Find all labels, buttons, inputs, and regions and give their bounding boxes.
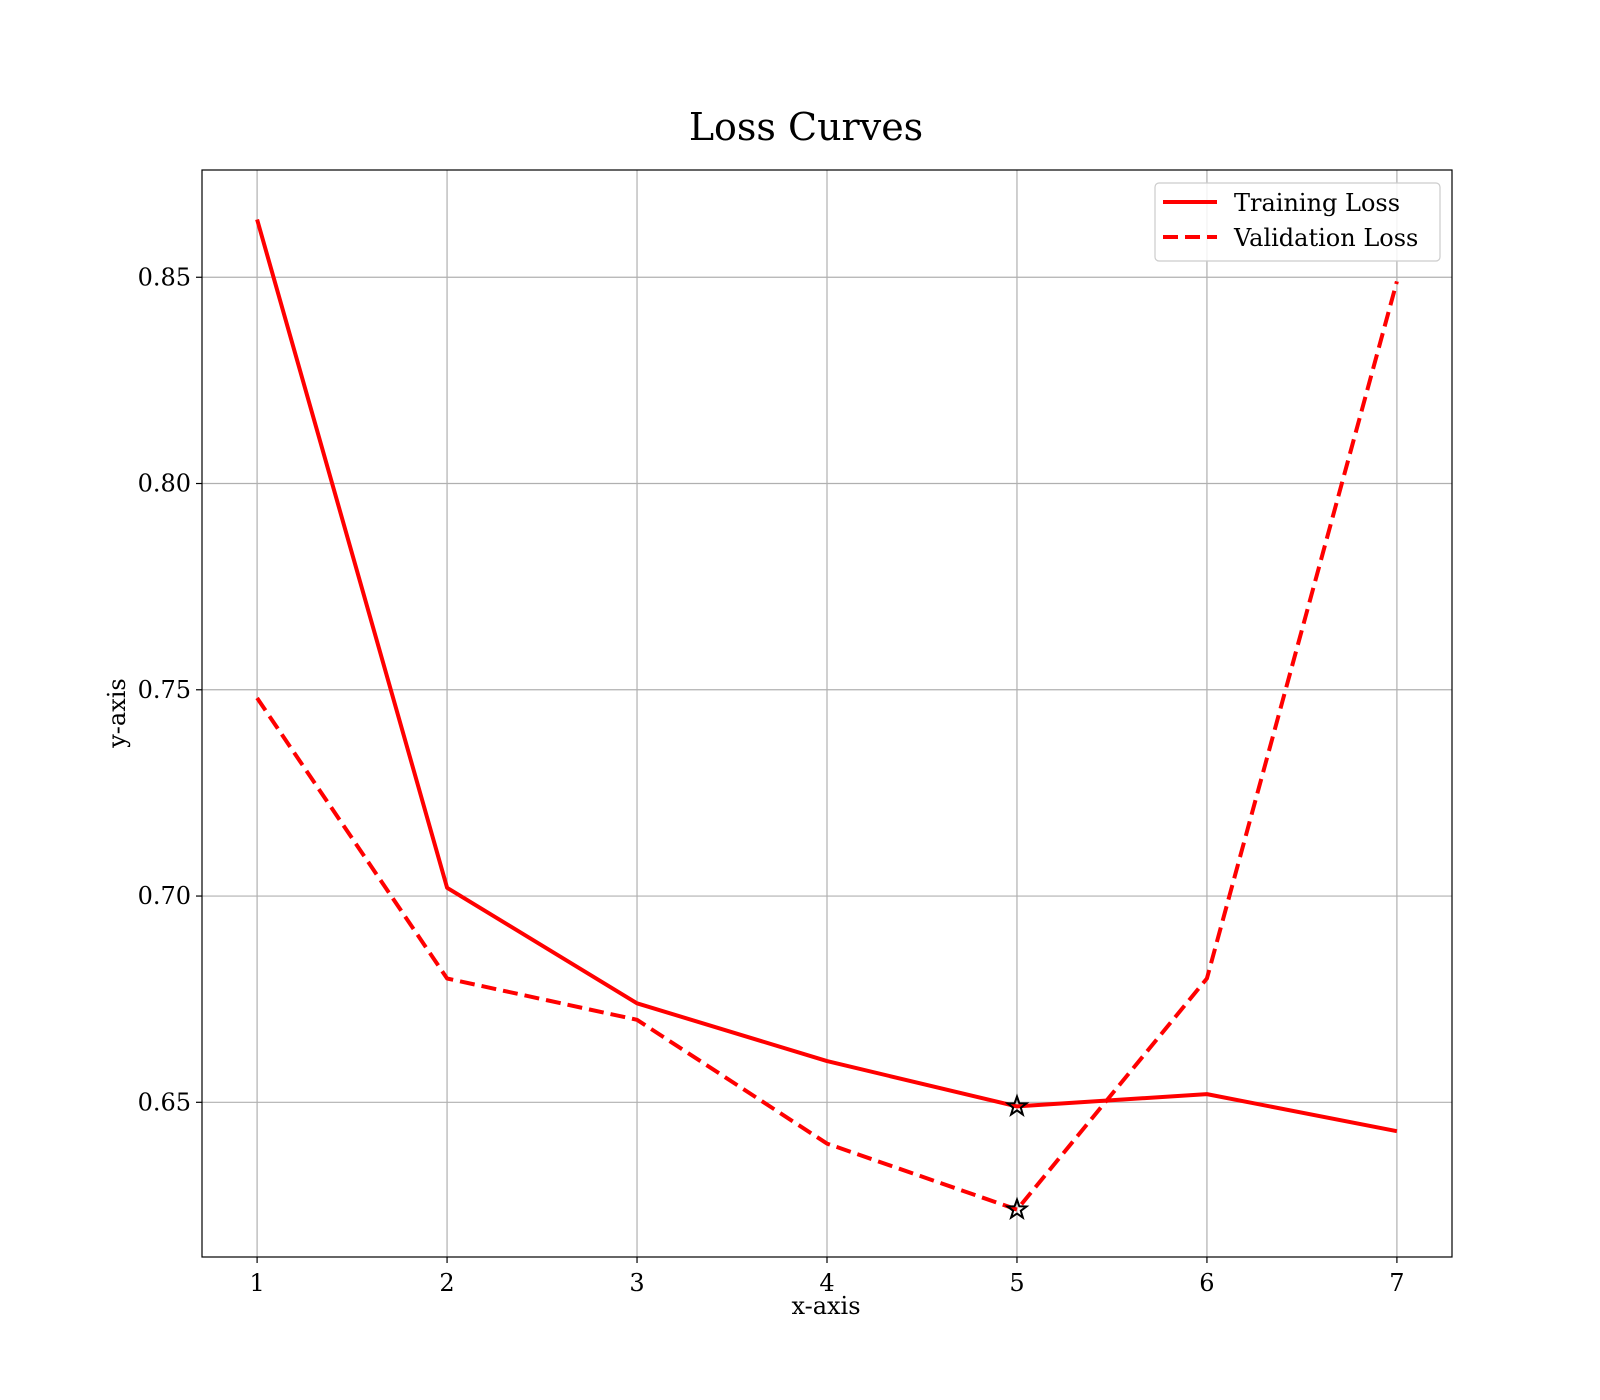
y-tick-label: 0.75: [138, 676, 191, 704]
x-tick-label: 4: [819, 1269, 834, 1297]
star-marker-icon: [1004, 1196, 1030, 1221]
legend-label-training: Training Loss: [1234, 189, 1400, 217]
y-tick-label: 0.80: [138, 470, 191, 498]
x-axis-label: x-axis: [791, 1292, 860, 1320]
x-tick-label: 3: [629, 1269, 644, 1297]
y-tick-label: 0.65: [138, 1088, 191, 1116]
x-tick-label: 6: [1199, 1269, 1214, 1297]
x-ticks: 1 2 3 4 5 6 7: [249, 1257, 1405, 1297]
grid-lines: [202, 170, 1452, 1257]
x-tick-label: 7: [1389, 1269, 1404, 1297]
x-tick-label: 5: [1009, 1269, 1024, 1297]
x-tick-label: 1: [249, 1269, 264, 1297]
y-tick-label: 0.85: [138, 263, 191, 291]
x-tick-label: 2: [439, 1269, 454, 1297]
y-axis-label: y-axis: [103, 678, 131, 749]
legend-box: [1154, 182, 1441, 262]
legend: Training Loss Validation Loss: [1154, 182, 1441, 262]
validation-loss-line: [255, 280, 1399, 1212]
marker-layer: [1004, 1093, 1030, 1221]
y-ticks: 0.65 0.70 0.75 0.80 0.85: [138, 263, 202, 1116]
training-loss-line: [255, 218, 1398, 1134]
chart-title: Loss Curves: [689, 105, 923, 149]
star-marker-icon: [1004, 1093, 1030, 1117]
y-tick-label: 0.70: [138, 882, 191, 910]
series-layer: [255, 218, 1399, 1212]
legend-label-validation: Validation Loss: [1233, 224, 1418, 252]
